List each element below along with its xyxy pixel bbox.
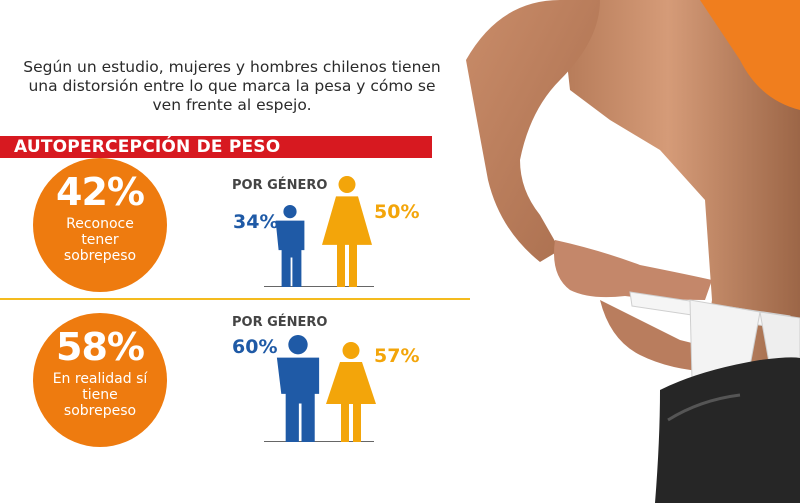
baseline-1 <box>264 286 374 287</box>
man-figure-2 <box>276 335 320 442</box>
row-divider <box>0 298 470 300</box>
woman-figure-2-shape <box>326 342 376 442</box>
men-value-1: 34% <box>233 211 279 233</box>
headline-desc-1: Reconoce tener sobrepeso <box>63 216 137 264</box>
section-banner: AUTOPERCEPCIÓN DE PESO <box>0 136 432 158</box>
headline-circle-1: 42% Reconoce tener sobrepeso <box>33 158 167 292</box>
headline-desc-2: En realidad sí tiene sobrepeso <box>52 371 148 419</box>
woman-figure-2 <box>326 342 376 442</box>
woman-figure-1-shape <box>322 176 372 287</box>
women-value-1: 50% <box>374 201 420 223</box>
woman-figure-1 <box>322 176 372 287</box>
headline-percent-1: 42% <box>56 170 145 214</box>
headline-percent-2: 58% <box>56 325 145 369</box>
man-figure-1 <box>275 205 305 287</box>
women-value-2: 57% <box>374 345 420 367</box>
intro-text: Según un estudio, mujeres y hombres chil… <box>23 58 441 114</box>
gender-label-1: POR GÉNERO <box>232 178 328 193</box>
headline-circle-2: 58% En realidad sí tiene sobrepeso <box>33 313 167 447</box>
gender-label-2: POR GÉNERO <box>232 315 328 330</box>
banner-title: AUTOPERCEPCIÓN DE PESO <box>14 137 281 157</box>
man-figure-2-shape <box>276 335 320 442</box>
baseline-2 <box>264 441 374 442</box>
man-figure-1-shape <box>275 205 305 287</box>
men-value-2: 60% <box>232 336 278 358</box>
